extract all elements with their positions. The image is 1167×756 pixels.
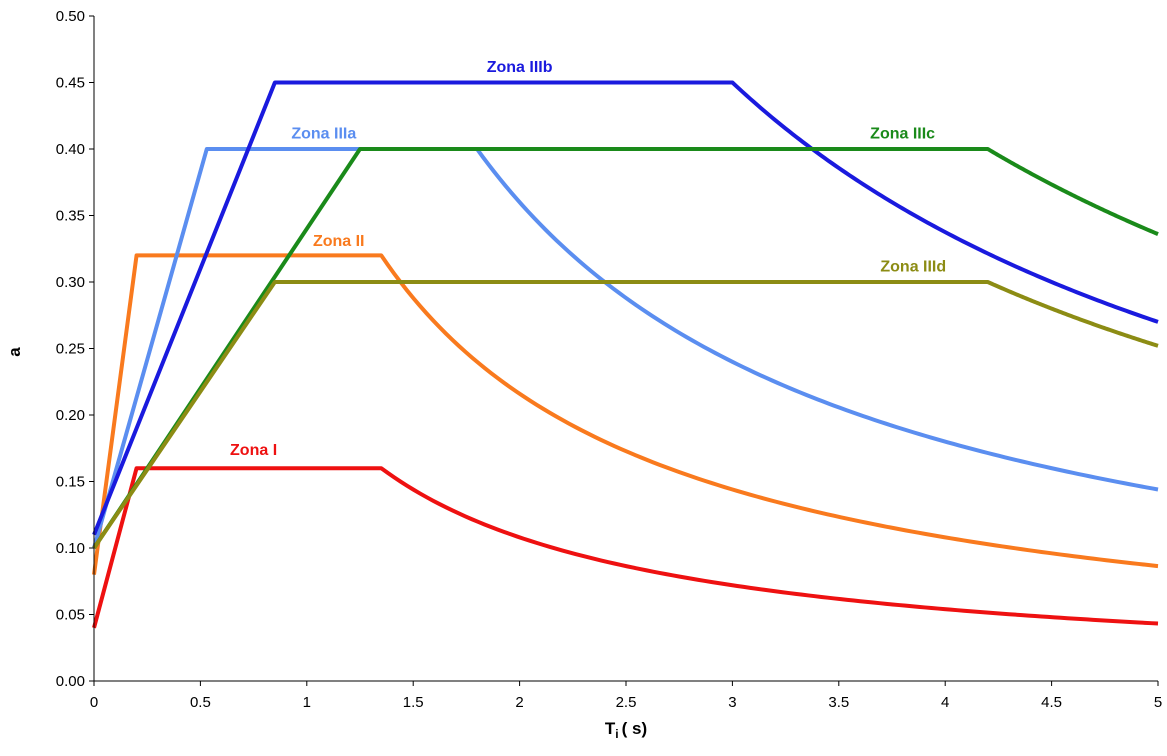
series-line-zona-iiic	[92, 147, 1159, 550]
y-tick-label: 0.25	[56, 341, 85, 358]
series-label-zona-ii: Zona II	[313, 233, 365, 250]
y-tick-label: 0.35	[56, 208, 85, 225]
x-tick-label: 3.5	[828, 694, 849, 711]
y-tick-label: 0.05	[56, 607, 85, 624]
series-line-zona-i	[92, 466, 1159, 629]
x-tick-label: 2	[515, 694, 523, 711]
y-tick-label: 0.30	[56, 274, 85, 291]
series-line-zona-iiia	[92, 147, 1159, 549]
x-tick-label: 0.5	[190, 694, 211, 711]
y-tick-label: 0.50	[56, 8, 85, 25]
x-tick-label: 2.5	[616, 694, 637, 711]
series-label-zona-iiid: Zona IIId	[880, 258, 946, 275]
series-label-zona-iiia: Zona IIIa	[291, 125, 356, 142]
series-labels: Zona I Zona II Zona IIIa Zona IIIb Zona IIIc…	[230, 59, 946, 459]
x-axis-ticks: 0 0.5 1 1.5 2 2.5 3 3.5 4 4.5 5	[90, 681, 1162, 711]
x-tick-label: 5	[1154, 694, 1162, 711]
series-line-zona-iiib	[92, 80, 1159, 536]
series-label-zona-iiib: Zona IIIb	[487, 59, 553, 76]
y-axis-title: a	[5, 347, 24, 357]
series-layer	[92, 80, 1159, 629]
y-tick-label: 0.15	[56, 474, 85, 491]
x-tick-label: 1	[303, 694, 311, 711]
series-line-zona-iiid	[92, 280, 1159, 550]
y-tick-label: 0.40	[56, 141, 85, 158]
y-tick-label: 0.10	[56, 540, 85, 557]
y-tick-label: 0.00	[56, 673, 85, 690]
x-axis-title: Ti( s)	[605, 719, 647, 741]
x-tick-label: 0	[90, 694, 98, 711]
x-tick-label: 4.5	[1041, 694, 1062, 711]
y-tick-label: 0.20	[56, 407, 85, 424]
series-line-zona-ii	[92, 253, 1159, 575]
x-tick-label: 4	[941, 694, 949, 711]
y-axis-ticks: 0.00 0.05 0.10 0.15 0.20 0.25 0.30 0.35 0.40 0.45…	[56, 8, 94, 690]
x-tick-label: 3	[728, 694, 736, 711]
series-label-zona-iiic: Zona IIIc	[870, 125, 935, 142]
x-tick-label: 1.5	[403, 694, 424, 711]
y-tick-label: 0.45	[56, 75, 85, 92]
series-label-zona-i: Zona I	[230, 442, 277, 459]
